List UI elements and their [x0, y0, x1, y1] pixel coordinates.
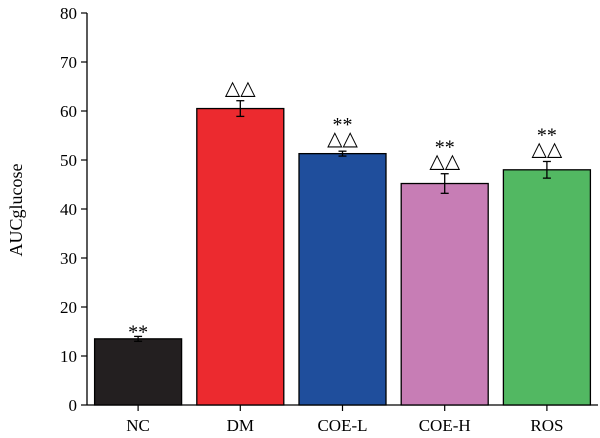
significance-stars: ** [435, 137, 455, 159]
y-tick-label: 60 [60, 102, 77, 121]
y-tick-label: 20 [60, 298, 77, 317]
significance-triangles: △△ [225, 78, 256, 100]
bar-ros [502, 169, 592, 406]
x-category-label: ROS [530, 416, 563, 435]
y-tick-label: 10 [60, 347, 77, 366]
x-category-label: COE-H [419, 416, 471, 435]
y-tick-label: 50 [60, 151, 77, 170]
x-category-label: NC [126, 416, 150, 435]
bar-coe-l [298, 152, 387, 406]
significance-triangles: △△ [327, 128, 358, 150]
plot-area: 01020304050607080**NC△△DM△△**COE-L△△**CO… [60, 4, 598, 435]
y-tick-label: 80 [60, 4, 77, 23]
y-tick-label: 70 [60, 53, 77, 72]
y-tick-label: 0 [69, 396, 78, 415]
significance-stars: ** [333, 114, 353, 136]
significance-triangles: △△ [532, 138, 563, 160]
significance-stars: ** [537, 124, 557, 146]
y-axis-title: AUCglucose [6, 164, 26, 257]
significance-triangles: △△ [429, 151, 460, 173]
significance-stars: ** [128, 321, 148, 343]
bar-coe-h [400, 182, 489, 406]
x-category-label: DM [227, 416, 254, 435]
bar-dm [196, 107, 285, 406]
y-tick-label: 40 [60, 200, 77, 219]
x-category-label: COE-L [317, 416, 367, 435]
bar-nc [93, 338, 183, 406]
y-tick-label: 30 [60, 249, 77, 268]
